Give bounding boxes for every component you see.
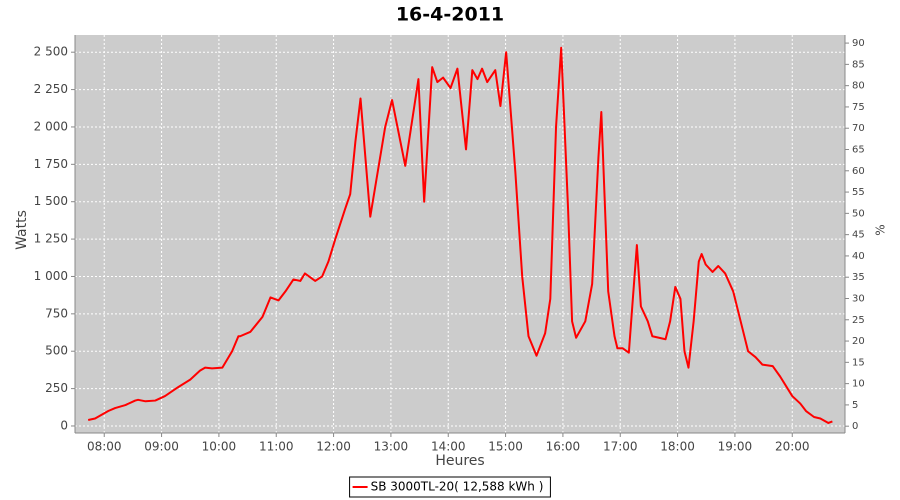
y2-tick-label: 75 [852, 102, 865, 113]
x-tick-label: 18:00 [660, 440, 695, 454]
y2-tick-label: 35 [852, 272, 865, 283]
y2-tick-label: 80 [852, 81, 865, 92]
y-tick-label: 2 250 [34, 82, 68, 96]
y2-tick-label: 10 [852, 379, 865, 390]
x-tick-label: 20:00 [775, 440, 810, 454]
y2-tick-label: 45 [852, 230, 865, 241]
y2-tick-label: 55 [852, 187, 865, 198]
y2-tick-label: 20 [852, 336, 865, 347]
y2-tick-label: 90 [852, 38, 865, 49]
y2-tick-label: 85 [852, 59, 865, 70]
x-tick-label: 11:00 [259, 440, 294, 454]
y-tick-label: 2 500 [34, 45, 68, 59]
y2-tick-label: 30 [852, 293, 865, 304]
x-tick-label: 19:00 [718, 440, 753, 454]
y2-tick-label: 70 [852, 123, 865, 134]
y2-tick-label: 0 [852, 421, 858, 432]
y-tick-label: 1 250 [34, 232, 68, 246]
y-tick-label: 250 [45, 381, 68, 395]
x-tick-label: 13:00 [374, 440, 409, 454]
y-tick-label: 750 [45, 306, 68, 320]
x-tick-label: 09:00 [144, 440, 179, 454]
chart-title: 16-4-2011 [396, 4, 504, 26]
y-tick-label: 500 [45, 344, 68, 358]
x-tick-label: 10:00 [202, 440, 237, 454]
y2-tick-label: 65 [852, 145, 865, 156]
y2-tick-label: 40 [852, 251, 865, 262]
y2-axis-label: % [874, 224, 888, 235]
x-axis-label: Heures [435, 453, 484, 469]
x-tick-label: 16:00 [546, 440, 581, 454]
y2-tick-label: 15 [852, 357, 865, 368]
y-tick-label: 1 500 [34, 194, 68, 208]
legend-box [349, 476, 551, 498]
y-tick-label: 0 [60, 418, 68, 432]
y2-tick-label: 5 [852, 400, 858, 411]
legend-label: SB 3000TL-20( 12,588 kWh ) [371, 480, 544, 494]
y-tick-label: 1 000 [34, 269, 68, 283]
y-axis-label: Watts [14, 210, 30, 250]
y2-tick-label: 25 [852, 315, 865, 326]
y-tick-label: 2 000 [34, 119, 68, 133]
y2-tick-label: 60 [852, 166, 865, 177]
x-tick-label: 17:00 [603, 440, 638, 454]
x-tick-label: 08:00 [87, 440, 122, 454]
data-line [87, 46, 833, 424]
y-tick-label: 1 750 [34, 157, 68, 171]
x-tick-label: 15:00 [488, 440, 523, 454]
x-tick-label: 14:00 [431, 440, 466, 454]
y2-tick-label: 50 [852, 208, 865, 219]
x-tick-label: 12:00 [316, 440, 351, 454]
